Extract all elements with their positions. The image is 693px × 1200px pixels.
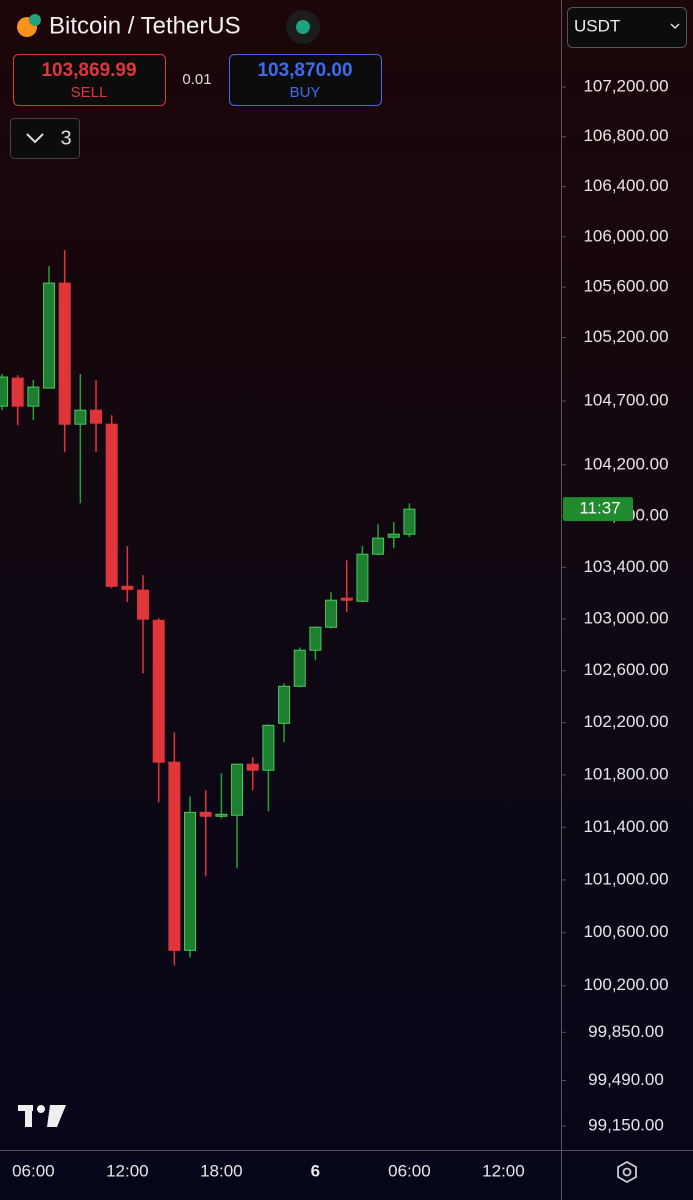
- dropdown-chevron: [670, 23, 680, 30]
- price-label: 11:37: [579, 499, 620, 518]
- candle-body: [27, 386, 40, 407]
- candle-body: [168, 761, 181, 951]
- y-tick-label: 102,600.00: [583, 660, 668, 679]
- y-tick-label: 106,400.00: [583, 176, 668, 195]
- candle-body: [325, 599, 338, 628]
- indicators-toggle[interactable]: [10, 118, 80, 159]
- buy-button[interactable]: [229, 54, 382, 106]
- candle-body: [262, 724, 275, 771]
- candle-body: [309, 626, 322, 651]
- settings-center: [622, 1167, 632, 1177]
- buy-price: 103,870.00: [257, 60, 352, 81]
- tv-logo: [18, 1105, 66, 1127]
- chevron: [26, 133, 44, 144]
- x-tick-label: 12:00: [106, 1161, 149, 1180]
- x-tick-label: 12:00: [482, 1161, 525, 1180]
- candle-body: [74, 409, 87, 425]
- y-tick-label: 104,200.00: [583, 454, 668, 473]
- candle-body: [152, 619, 165, 763]
- candle-body: [215, 813, 228, 817]
- sell-button[interactable]: [13, 54, 166, 106]
- candle-body: [90, 409, 103, 424]
- candle-body: [199, 811, 212, 817]
- candle-body: [137, 589, 150, 620]
- status-dot: [296, 20, 310, 34]
- y-tick-label: 105,200.00: [583, 327, 668, 346]
- y-tick-label: 99,490.00: [588, 1070, 664, 1089]
- x-tick-label: 6: [311, 1161, 320, 1180]
- sell-label: SELL: [71, 84, 108, 101]
- y-tick-label: 101,400.00: [583, 817, 668, 836]
- x-tick-label: 06:00: [12, 1161, 55, 1180]
- y-tick-label: 102,200.00: [583, 712, 668, 731]
- y-tick-label: 103,000.00: [583, 608, 668, 627]
- price-label-box: [563, 497, 633, 522]
- candle-body: [387, 533, 400, 538]
- candle-body: [403, 508, 416, 535]
- y-tick-label: 105,600.00: [583, 277, 668, 296]
- spread: 0.01: [182, 71, 211, 88]
- candle-body: [0, 376, 8, 407]
- usdt-icon: [29, 14, 41, 26]
- candle-body: [184, 811, 197, 951]
- settings-button[interactable]: [617, 1160, 637, 1184]
- candle-body: [58, 282, 71, 425]
- candle-body: [372, 537, 385, 555]
- candle-body: [105, 423, 118, 587]
- x-tick-label: 06:00: [388, 1161, 431, 1180]
- candle-body: [246, 763, 259, 771]
- indicator-count: 3: [60, 127, 71, 149]
- sell-price: 103,869.99: [41, 60, 136, 81]
- candle-body: [340, 597, 353, 601]
- candle-body: [278, 685, 291, 724]
- y-tick-label: 104,700.00: [583, 391, 668, 410]
- y-tick-label: 107,200.00: [583, 76, 668, 95]
- currency: USDT: [574, 16, 620, 35]
- currency-select[interactable]: [567, 7, 687, 48]
- y-tick-label: 100,600.00: [583, 922, 668, 941]
- candle-body: [121, 585, 134, 590]
- y-tick-label: 106,000.00: [583, 226, 668, 245]
- y-tick-label: 101,000.00: [583, 869, 668, 888]
- candle-body: [11, 377, 24, 407]
- y-tick-label: 106,800.00: [583, 126, 668, 145]
- y-tick-label: 99,150.00: [588, 1115, 664, 1134]
- candle-body: [43, 282, 56, 389]
- symbol[interactable]: Bitcoin / TetherUS: [49, 12, 241, 39]
- y-tick-label: 100,200.00: [583, 975, 668, 994]
- y-tick-label: 103,400.00: [583, 557, 668, 576]
- buy-label: BUY: [290, 84, 321, 101]
- candle-body: [356, 553, 369, 602]
- x-tick-label: 18:00: [200, 1161, 243, 1180]
- y-tick-label: 99,850.00: [588, 1022, 664, 1041]
- candle-body: [231, 763, 244, 816]
- y-tick-label: 101,800.00: [583, 764, 668, 783]
- candle-body: [293, 649, 306, 687]
